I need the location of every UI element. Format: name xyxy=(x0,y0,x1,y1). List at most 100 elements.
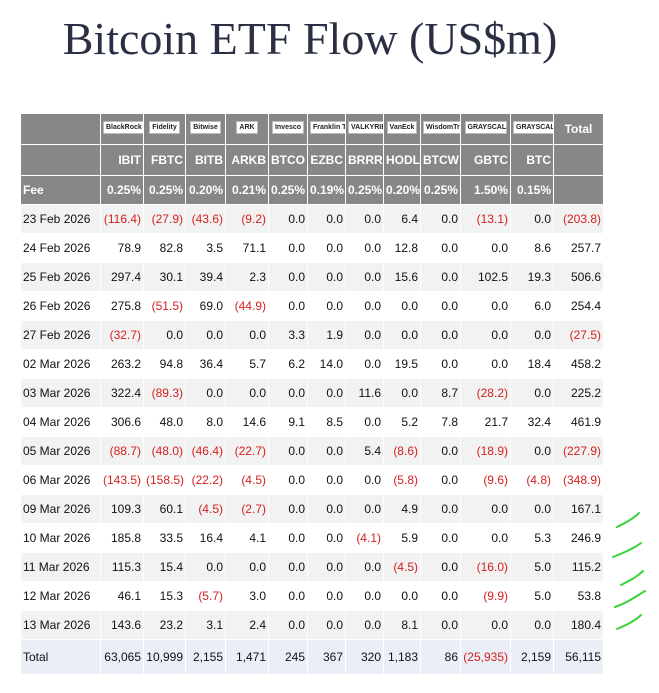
flow-value: 5.0 xyxy=(510,581,554,611)
flow-value: 0.0 xyxy=(420,610,461,640)
flow-value: (27.9) xyxy=(143,204,186,234)
ticker: FBTC xyxy=(143,144,186,176)
flow-value: (18.9) xyxy=(460,436,511,466)
flow-value: 322.4 xyxy=(100,378,144,408)
flow-value: 257.7 xyxy=(553,233,604,263)
flow-value: 0.0 xyxy=(460,233,511,263)
flow-value: 4.9 xyxy=(383,494,421,524)
flow-value: 0.0 xyxy=(510,610,554,640)
flow-value: 33.5 xyxy=(143,523,186,553)
flow-value: 0.0 xyxy=(307,436,346,466)
flow-value: 15.6 xyxy=(383,262,421,292)
ticker: EZBC xyxy=(307,144,346,176)
flow-value: 275.8 xyxy=(100,291,144,321)
total-value: 245 xyxy=(268,639,308,675)
flow-value: 0.0 xyxy=(345,204,384,234)
flow-value: (8.6) xyxy=(383,436,421,466)
flow-value: 3.0 xyxy=(225,581,269,611)
total-value: 2,155 xyxy=(185,639,226,675)
flow-value: 0.0 xyxy=(510,494,554,524)
flow-value: 0.0 xyxy=(345,291,384,321)
flow-value: 0.0 xyxy=(268,262,308,292)
flow-value: 185.8 xyxy=(100,523,144,553)
total-value: 1,183 xyxy=(383,639,421,675)
flow-value: 0.0 xyxy=(345,407,384,437)
logo-cell: WisdomTree xyxy=(420,113,461,145)
flow-value: 0.0 xyxy=(307,610,346,640)
total-value: 2,159 xyxy=(510,639,554,675)
data-row: 25 Feb 2026 297.4 30.1 39.4 2.3 0.0 0.0 0.0 15.6… xyxy=(20,262,604,292)
fee-row: Fee 0.25% 0.25% 0.20% 0.21% 0.25% 0.19% 0.25% 0.… xyxy=(20,175,604,205)
date: 09 Mar 2026 xyxy=(20,494,101,524)
flow-value: 0.0 xyxy=(268,610,308,640)
flow-value: (158.5) xyxy=(143,465,186,495)
date: 23 Feb 2026 xyxy=(20,204,101,234)
flow-value: (9.9) xyxy=(460,581,511,611)
flow-value: 0.0 xyxy=(345,581,384,611)
flow-value: 263.2 xyxy=(100,349,144,379)
issuer-logo: Invesco xyxy=(271,121,305,134)
flow-value: 5.2 xyxy=(383,407,421,437)
flow-value: 461.9 xyxy=(553,407,604,437)
flow-value: 8.5 xyxy=(307,407,346,437)
flow-value: 82.8 xyxy=(143,233,186,263)
flow-value: 0.0 xyxy=(185,378,226,408)
flow-value: 3.3 xyxy=(268,320,308,350)
flow-value: 0.0 xyxy=(225,320,269,350)
flow-value: (5.8) xyxy=(383,465,421,495)
total-value: 367 xyxy=(307,639,346,675)
flow-value: 0.0 xyxy=(510,436,554,466)
flow-value: (13.1) xyxy=(460,204,511,234)
issuer-logo: ARK xyxy=(236,121,258,134)
total-row: Total 63,065 10,999 2,155 1,471 245 367 320 1,18… xyxy=(20,639,604,675)
flow-value: 254.4 xyxy=(553,291,604,321)
flow-value: 0.0 xyxy=(307,378,346,408)
flow-value: 11.6 xyxy=(345,378,384,408)
issuer-logo: BlackRock xyxy=(103,121,143,134)
total-value: (25,935) xyxy=(460,639,511,675)
date: 25 Feb 2026 xyxy=(20,262,101,292)
data-row: 27 Feb 2026 (32.7) 0.0 0.0 0.0 3.3 1.9 0.0 0.0 0.… xyxy=(20,320,604,350)
ticker: IBIT xyxy=(100,144,144,176)
flow-value: 21.7 xyxy=(460,407,511,437)
flow-value: 0.0 xyxy=(510,320,554,350)
logo-cell: VALKYRIE xyxy=(345,113,384,145)
flow-value: 39.4 xyxy=(185,262,226,292)
flow-value: 14.0 xyxy=(307,349,346,379)
flow-value: 297.4 xyxy=(100,262,144,292)
flow-value: (89.3) xyxy=(143,378,186,408)
total-value: 56,115 xyxy=(553,639,604,675)
flow-value: 0.0 xyxy=(460,291,511,321)
flow-value: 3.1 xyxy=(185,610,226,640)
flow-value: 0.0 xyxy=(420,436,461,466)
flow-value: 109.3 xyxy=(100,494,144,524)
flow-value: 0.0 xyxy=(268,494,308,524)
empty-cell xyxy=(553,175,604,205)
ticker: BTCO xyxy=(268,144,308,176)
flow-value: 115.3 xyxy=(100,552,144,582)
total-header: Total xyxy=(553,113,604,145)
flow-value: 5.9 xyxy=(383,523,421,553)
date: 12 Mar 2026 xyxy=(20,581,101,611)
flow-value: 5.4 xyxy=(345,436,384,466)
flow-value: 0.0 xyxy=(268,233,308,263)
flow-value: 69.0 xyxy=(185,291,226,321)
fee: 0.20% xyxy=(383,175,421,205)
flow-value: 0.0 xyxy=(345,233,384,263)
flow-value: 3.5 xyxy=(185,233,226,263)
flow-value: (32.7) xyxy=(100,320,144,350)
total-value: 63,065 xyxy=(100,639,144,675)
logo-cell: Fidelity xyxy=(143,113,186,145)
flow-value: 0.0 xyxy=(307,262,346,292)
fee: 0.25% xyxy=(268,175,308,205)
issuer-logo: VanEck xyxy=(386,121,418,134)
flow-value: 0.0 xyxy=(460,494,511,524)
flow-value: 0.0 xyxy=(420,349,461,379)
flow-value: 0.0 xyxy=(268,552,308,582)
flow-value: 0.0 xyxy=(307,581,346,611)
logo-cell: VanEck xyxy=(383,113,421,145)
flow-value: (203.8) xyxy=(553,204,604,234)
flow-value: 0.0 xyxy=(185,552,226,582)
issuer-logo: Fidelity xyxy=(149,121,180,134)
data-row: 13 Mar 2026 143.6 23.2 3.1 2.4 0.0 0.0 0.0 8.1 0.… xyxy=(20,610,604,640)
